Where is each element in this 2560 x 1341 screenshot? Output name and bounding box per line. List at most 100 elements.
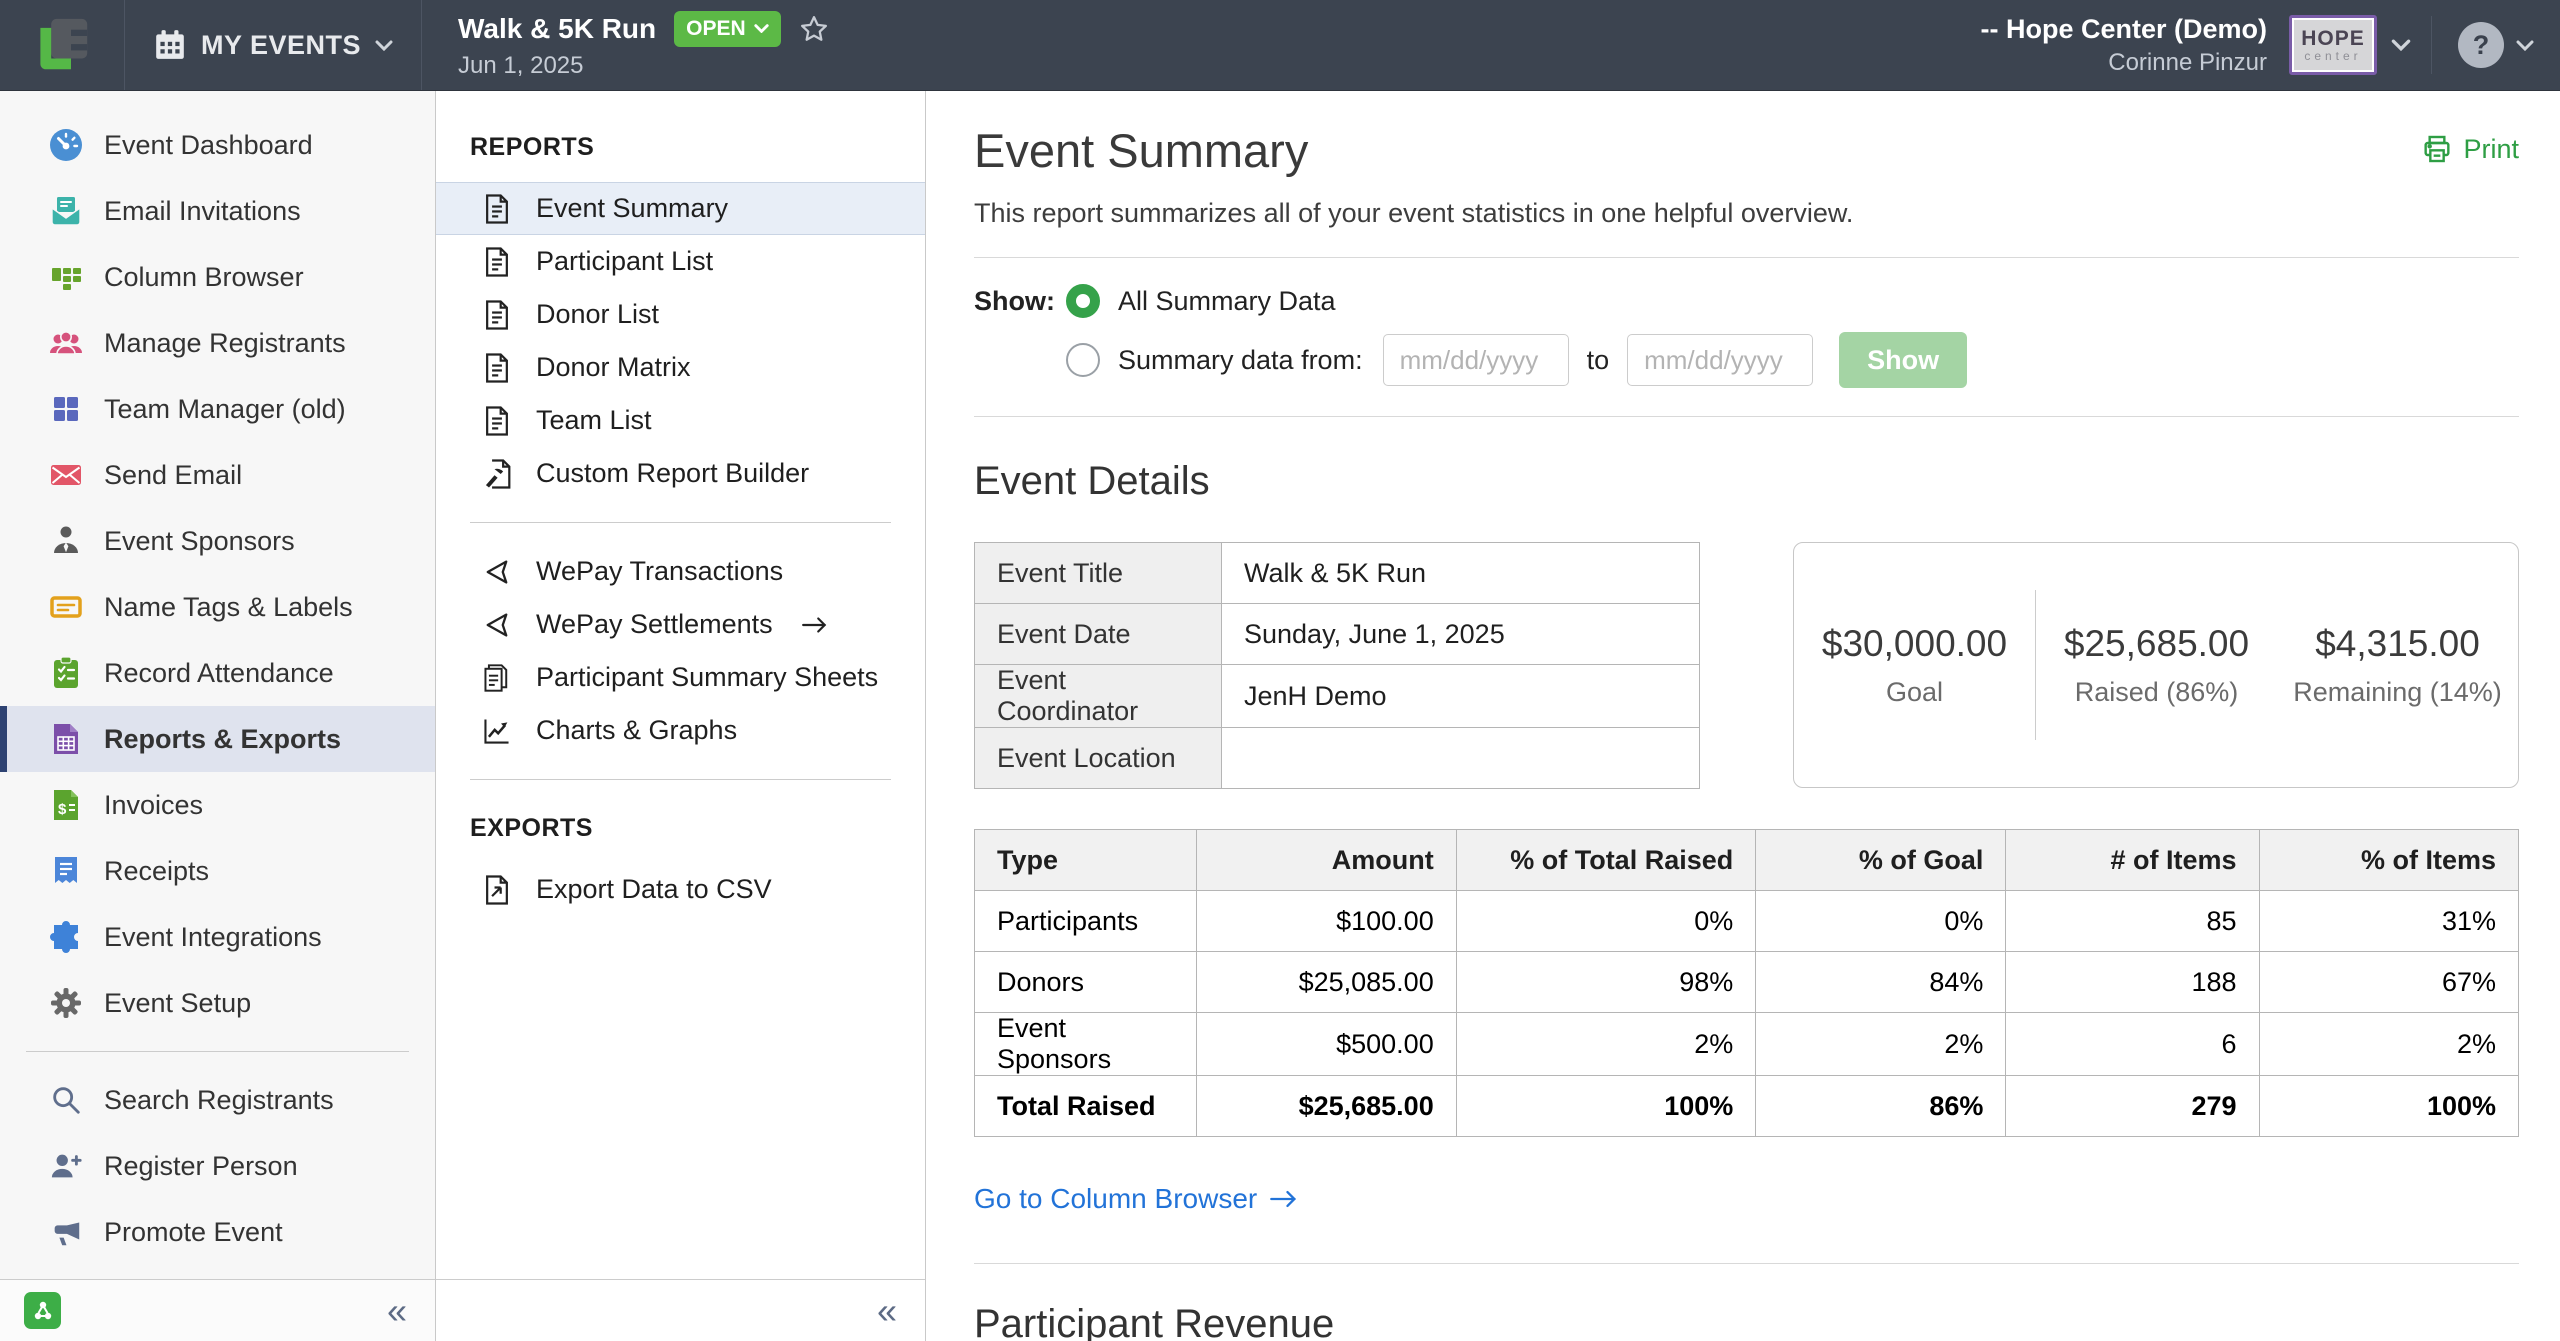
cell-amount: $25,085.00: [1197, 952, 1456, 1013]
document-icon: [480, 298, 514, 332]
reports-collapse-button[interactable]: «: [877, 1293, 897, 1329]
event-date: Jun 1, 2025: [458, 52, 829, 80]
detail-value: Sunday, June 1, 2025: [1222, 604, 1700, 665]
sidebar-item-event-dashboard[interactable]: Event Dashboard: [0, 112, 435, 178]
sidebar-item-label: Event Integrations: [104, 922, 322, 953]
sidebar-item-label: Team Manager (old): [104, 394, 346, 425]
sidebar-item-name-tags[interactable]: Name Tags & Labels: [0, 574, 435, 640]
event-status-badge[interactable]: OPEN: [674, 11, 781, 47]
radio-all-summary-data[interactable]: [1066, 284, 1100, 318]
gear-icon: [48, 985, 84, 1021]
sidebar-item-event-sponsors[interactable]: Event Sponsors: [0, 508, 435, 574]
report-item-donor-matrix[interactable]: Donor Matrix: [436, 341, 925, 394]
report-item-event-summary[interactable]: Event Summary: [436, 182, 925, 235]
report-item-wepay-transactions[interactable]: WePay Transactions: [436, 545, 925, 598]
cell-pct-goal: 0%: [1756, 891, 2006, 952]
event-status-label: OPEN: [686, 17, 746, 41]
page-subtitle: This report summarizes all of your event…: [974, 198, 2519, 229]
hammer-document-icon: [480, 457, 514, 491]
megaphone-icon: [48, 1214, 84, 1250]
export-item-csv[interactable]: Export Data to CSV: [436, 863, 925, 916]
cell-pct-total: 0%: [1456, 891, 1756, 952]
report-item-wepay-settlements[interactable]: WePay Settlements: [436, 598, 925, 651]
document-icon: [480, 192, 514, 226]
app-logo[interactable]: [0, 0, 124, 90]
sidebar-item-label: Record Attendance: [104, 658, 334, 689]
current-event-block: Walk & 5K Run OPEN Jun 1, 2025: [422, 11, 829, 80]
divider: [974, 416, 2519, 417]
exports-section-header: EXPORTS: [470, 814, 925, 843]
table-row: Event Coordinator JenH Demo: [975, 665, 1700, 728]
sidebar-item-label: Event Sponsors: [104, 526, 295, 557]
invoice-icon: $: [48, 787, 84, 823]
sidebar-item-email-invitations[interactable]: Email Invitations: [0, 178, 435, 244]
top-bar: MY EVENTS Walk & 5K Run OPEN Jun 1, 2025: [0, 0, 2560, 91]
radio-range-label: Summary data from:: [1118, 345, 1363, 376]
sidebar-item-invoices[interactable]: $ Invoices: [0, 772, 435, 838]
column-header: % of Goal: [1756, 830, 2006, 891]
sidebar-item-label: Register Person: [104, 1151, 298, 1182]
chevron-down-icon: [375, 40, 393, 51]
report-item-donor-list[interactable]: Donor List: [436, 288, 925, 341]
report-item-charts-graphs[interactable]: Charts & Graphs: [436, 704, 925, 757]
chevron-down-icon: [754, 24, 769, 33]
print-label: Print: [2463, 134, 2519, 165]
radio-summary-date-range[interactable]: [1066, 343, 1100, 377]
cell-type: Event Sponsors: [975, 1013, 1197, 1076]
cell-pct-items: 100%: [2259, 1076, 2518, 1137]
sidebar-item-promote-event[interactable]: Promote Event: [0, 1199, 435, 1265]
report-item-label: Participant List: [536, 246, 713, 277]
sidebar-item-column-browser[interactable]: Column Browser: [0, 244, 435, 310]
sidebar-item-send-email[interactable]: Send Email: [0, 442, 435, 508]
cell-amount: $25,685.00: [1197, 1076, 1456, 1137]
email-invitations-icon: [48, 193, 84, 229]
org-logo-line1: HOPE: [2301, 28, 2365, 49]
report-item-participant-summary-sheets[interactable]: Participant Summary Sheets: [436, 651, 925, 704]
people-icon: [48, 325, 84, 361]
cell-items: 188: [2006, 952, 2259, 1013]
sidebar-item-manage-registrants[interactable]: Manage Registrants: [0, 310, 435, 376]
detail-value: Walk & 5K Run: [1222, 543, 1700, 604]
print-button[interactable]: Print: [2421, 133, 2519, 165]
help-menu[interactable]: ?: [2432, 22, 2534, 68]
my-events-menu[interactable]: MY EVENTS: [125, 0, 421, 90]
table-row: Event Location: [975, 728, 1700, 789]
detail-label: Event Location: [975, 728, 1222, 789]
favorite-star-icon[interactable]: [799, 14, 829, 44]
table-row: Participants $100.00 0% 0% 85 31%: [975, 891, 2519, 952]
remaining-stat: $4,315.00 Remaining (14%): [2277, 623, 2518, 708]
sidebar-item-receipts[interactable]: Receipts: [0, 838, 435, 904]
sidebar-item-label: Send Email: [104, 460, 242, 491]
sidebar-item-label: Event Dashboard: [104, 130, 313, 161]
sidebar-item-event-integrations[interactable]: Event Integrations: [0, 904, 435, 970]
cell-pct-goal: 86%: [1756, 1076, 2006, 1137]
report-item-label: WePay Settlements: [536, 609, 773, 640]
detail-value: [1222, 728, 1700, 789]
go-to-column-browser-link[interactable]: Go to Column Browser: [974, 1183, 1299, 1215]
account-menu-chevron[interactable]: [2391, 39, 2411, 51]
date-from-input[interactable]: [1383, 334, 1569, 386]
report-item-custom-report-builder[interactable]: Custom Report Builder: [436, 447, 925, 500]
report-item-label: Team List: [536, 405, 652, 436]
sidebar-item-search-registrants[interactable]: Search Registrants: [0, 1067, 435, 1133]
reports-section-header: REPORTS: [470, 133, 925, 162]
sidebar-item-team-manager[interactable]: Team Manager (old): [0, 376, 435, 442]
sidebar-item-event-setup[interactable]: Event Setup: [0, 970, 435, 1036]
date-to-input[interactable]: [1627, 334, 1813, 386]
sidebar-item-label: Email Invitations: [104, 196, 301, 227]
sidebar-item-record-attendance[interactable]: Record Attendance: [0, 640, 435, 706]
share-network-icon[interactable]: [24, 1292, 61, 1329]
sidebar-item-reports-exports[interactable]: Reports & Exports: [0, 706, 435, 772]
revenue-stats-table: Type Amount % of Total Raised % of Goal …: [974, 829, 2519, 1137]
help-icon[interactable]: ?: [2458, 22, 2504, 68]
report-item-participant-list[interactable]: Participant List: [436, 235, 925, 288]
column-header: Amount: [1197, 830, 1456, 891]
brand-logo-icon: [35, 17, 89, 73]
report-item-team-list[interactable]: Team List: [436, 394, 925, 447]
table-row: Donors $25,085.00 98% 84% 188 67%: [975, 952, 2519, 1013]
detail-value: JenH Demo: [1222, 665, 1700, 728]
sidebar-collapse-button[interactable]: «: [387, 1293, 407, 1329]
show-button[interactable]: Show: [1839, 332, 1967, 388]
sidebar-item-register-person[interactable]: Register Person: [0, 1133, 435, 1199]
organization-logo[interactable]: HOPE center: [2289, 15, 2377, 75]
